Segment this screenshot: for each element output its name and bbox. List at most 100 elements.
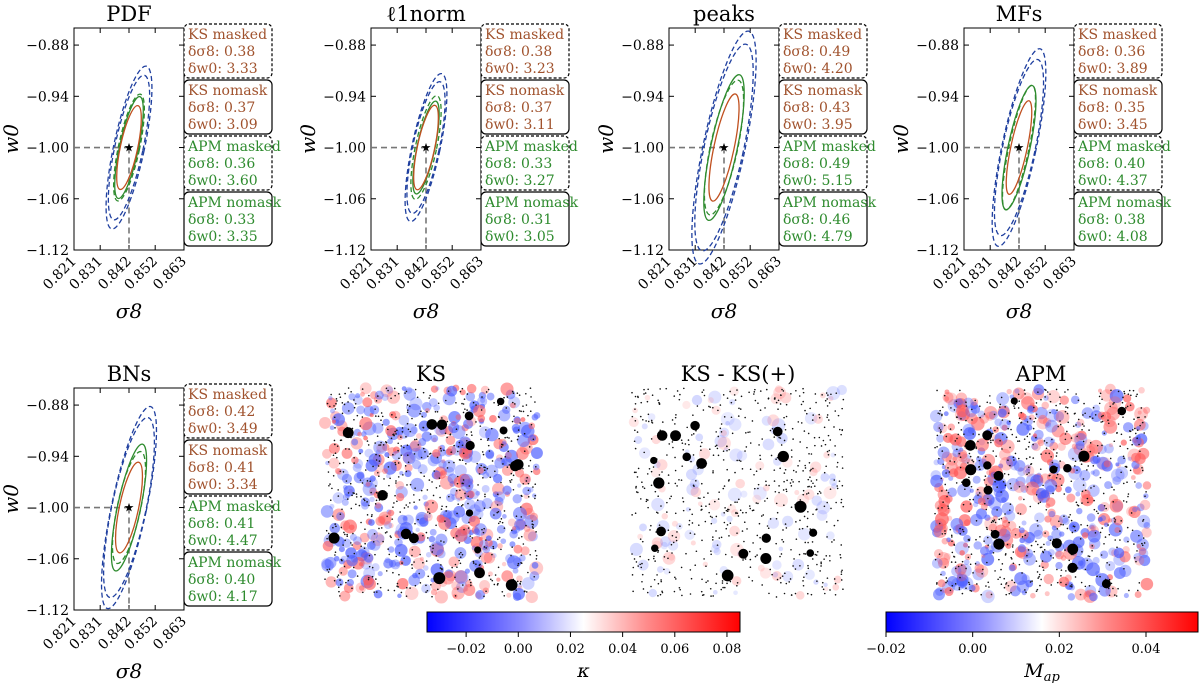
galaxy-dot [391, 518, 394, 520]
galaxy-dot [327, 571, 330, 573]
galaxy-dot [934, 446, 936, 449]
galaxy-dot [815, 554, 818, 556]
galaxy-dot [419, 412, 421, 415]
galaxy-dot [640, 566, 643, 569]
map-blob [1040, 449, 1055, 463]
galaxy-dot [934, 512, 936, 515]
map-blob [479, 426, 491, 439]
map-blob [531, 447, 543, 459]
galaxy-dot [394, 394, 396, 397]
galaxy-dot [777, 408, 779, 410]
galaxy-dot [701, 441, 703, 444]
galaxy-dot [334, 443, 336, 446]
map-blob [369, 496, 375, 503]
galaxy-dot [1119, 445, 1121, 447]
galaxy-dot [822, 439, 825, 442]
galaxy-dot [400, 445, 403, 447]
galaxy-dot [482, 531, 485, 534]
x-tick-label: 0.863 [1040, 254, 1080, 294]
map-blob [473, 404, 486, 418]
galaxy-dot [769, 429, 772, 432]
galaxy-dot [1112, 500, 1115, 503]
galaxy-dot [1107, 587, 1110, 590]
galaxy-dot [366, 514, 369, 516]
galaxy-dot [820, 562, 822, 565]
map-blob [1006, 388, 1012, 395]
galaxy-dot [462, 452, 465, 455]
galaxy-dot [790, 485, 793, 487]
galaxy-dot [783, 504, 785, 506]
galaxy-dot [819, 570, 821, 572]
galaxy-dot [1066, 406, 1069, 409]
galaxy-dot [500, 457, 503, 460]
galaxy-dot [371, 566, 374, 569]
map-blob [832, 583, 840, 591]
galaxy-dot [422, 391, 425, 394]
galaxy-dot [485, 539, 487, 541]
galaxy-dot [436, 410, 439, 413]
galaxy-dot [819, 492, 822, 494]
galaxy-dot [1103, 504, 1106, 507]
galaxy-dot [530, 423, 533, 426]
map-blob [951, 566, 962, 577]
map-blob [647, 413, 656, 421]
galaxy-dot [729, 390, 731, 393]
galaxy-dot [992, 450, 995, 452]
galaxy-dot [1122, 482, 1125, 485]
galaxy-dot [379, 586, 382, 589]
y-tick-label: −1.12 [621, 243, 664, 259]
legend-dw0: δw0: 4.37 [1078, 173, 1148, 189]
galaxy-dot [717, 409, 719, 412]
map-blob [386, 390, 401, 404]
galaxy-dot [487, 437, 490, 440]
map-blob [833, 575, 842, 584]
galaxy-dot [444, 432, 447, 435]
galaxy-dot [666, 550, 668, 552]
legend-dw0: δw0: 3.05 [485, 229, 555, 245]
galaxy-dot [427, 511, 429, 513]
legend-dsigma8: δσ8: 0.43 [783, 100, 850, 116]
colorbar-tick-label: 0.04 [608, 642, 637, 657]
mask-hole [499, 426, 508, 435]
galaxy-dot [445, 505, 448, 508]
galaxy-dot [1132, 389, 1135, 392]
galaxy-dot [940, 477, 943, 480]
galaxy-dot [1084, 568, 1087, 571]
map-blob [386, 473, 391, 479]
galaxy-dot [1073, 525, 1076, 528]
map-blob [711, 539, 722, 550]
galaxy-dot [808, 485, 810, 488]
galaxy-dot [687, 439, 690, 441]
colorbar-gradient [885, 611, 1199, 633]
fiducial-star: ★ [1014, 141, 1025, 155]
galaxy-dot [941, 414, 943, 417]
map-blob [465, 483, 472, 490]
galaxy-dot [1011, 579, 1013, 582]
map-blob [1136, 503, 1145, 512]
galaxy-dot [972, 433, 974, 435]
galaxy-dot [726, 468, 728, 471]
galaxy-dot [941, 450, 944, 452]
galaxy-dot [781, 538, 783, 541]
map-blob [988, 410, 998, 420]
galaxy-dot [1138, 534, 1140, 537]
galaxy-dot [1130, 512, 1133, 514]
galaxy-dot [493, 583, 496, 586]
map-blob [983, 535, 993, 545]
galaxy-dot [660, 505, 662, 507]
galaxy-dot [828, 419, 830, 421]
galaxy-dot [353, 492, 355, 495]
galaxy-dot [751, 509, 754, 512]
galaxy-dot [829, 488, 832, 490]
galaxy-dot [477, 484, 479, 486]
map-blob [728, 418, 742, 431]
map-blob [464, 587, 469, 592]
galaxy-dot [820, 445, 823, 447]
map-blob [373, 470, 381, 477]
galaxy-dot [532, 523, 535, 526]
map-blob [974, 561, 980, 567]
galaxy-dot [1120, 433, 1123, 436]
map-blob [455, 440, 464, 449]
galaxy-dot [500, 481, 502, 484]
map-blob [974, 563, 985, 574]
